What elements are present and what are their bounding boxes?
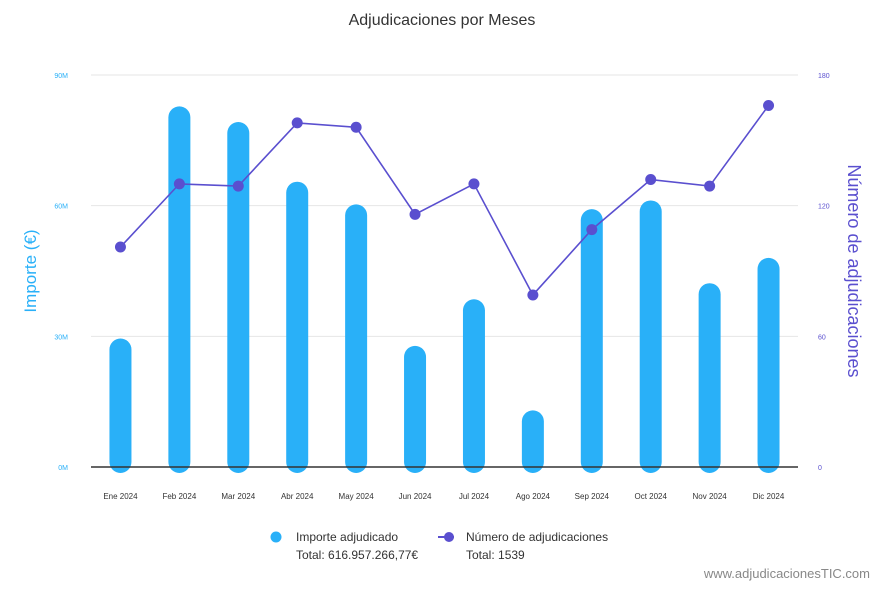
line-point bbox=[704, 180, 716, 192]
y-left-tick-label: 60M bbox=[54, 204, 68, 211]
bar bbox=[404, 345, 427, 473]
x-tick-label: Feb 2024 bbox=[162, 492, 196, 501]
line-point bbox=[173, 178, 185, 190]
y-right-tick-label: 120 bbox=[818, 204, 830, 211]
x-tick-label: Sep 2024 bbox=[575, 492, 610, 501]
bar bbox=[639, 200, 662, 473]
line-point bbox=[468, 178, 480, 190]
x-tick-label: Ene 2024 bbox=[103, 492, 138, 501]
y-left-axis-title: Importe (€) bbox=[21, 229, 40, 312]
line-point bbox=[409, 208, 421, 220]
y-right-tick-label: 0 bbox=[818, 465, 822, 472]
x-tick-label: Jul 2024 bbox=[459, 492, 490, 501]
line-point bbox=[527, 289, 539, 301]
x-tick-label: Nov 2024 bbox=[693, 492, 728, 501]
bar bbox=[227, 122, 250, 473]
chart-title: Adjudicaciones por Meses bbox=[348, 12, 536, 29]
line-point bbox=[291, 117, 303, 129]
y-left-tick-label: 90M bbox=[54, 73, 68, 80]
line-point bbox=[114, 241, 126, 253]
bar bbox=[757, 257, 780, 473]
x-tick-label: Jun 2024 bbox=[399, 492, 432, 501]
y-right-tick-label: 180 bbox=[818, 73, 830, 80]
bar bbox=[521, 410, 544, 473]
bar bbox=[286, 181, 309, 473]
line-point bbox=[350, 121, 362, 133]
bar bbox=[698, 283, 721, 473]
y-right-axis-title: Número de adjudicaciones bbox=[844, 164, 864, 377]
x-tick-label: Oct 2024 bbox=[634, 492, 667, 501]
line-point bbox=[763, 99, 775, 111]
bar bbox=[580, 209, 603, 473]
legend-bar-marker-icon bbox=[270, 531, 282, 543]
x-tick-label: Mar 2024 bbox=[221, 492, 255, 501]
bar bbox=[168, 106, 191, 474]
legend: Importe adjudicado Total: 616.957.266,77… bbox=[268, 528, 688, 568]
line-point bbox=[586, 224, 598, 236]
line-point bbox=[645, 174, 657, 186]
y-left-tick-label: 30M bbox=[54, 334, 68, 341]
legend-total-importe: Total: 616.957.266,77€ bbox=[296, 548, 419, 562]
legend-label-importe: Importe adjudicado bbox=[296, 530, 399, 544]
bar bbox=[109, 338, 132, 473]
watermark[interactable]: www.adjudicacionesTIC.com bbox=[703, 566, 870, 581]
x-tick-label: May 2024 bbox=[339, 492, 375, 501]
y-left-tick-label: 0M bbox=[58, 465, 68, 472]
x-tick-label: Abr 2024 bbox=[281, 492, 314, 501]
series-line bbox=[119, 105, 770, 297]
y-right-tick-label: 60 bbox=[818, 334, 826, 341]
bar bbox=[345, 204, 368, 474]
bar bbox=[462, 299, 485, 473]
x-tick-label: Dic 2024 bbox=[753, 492, 785, 501]
line-point bbox=[232, 180, 244, 192]
legend-total-numero: Total: 1539 bbox=[466, 548, 525, 562]
x-tick-label: Ago 2024 bbox=[516, 492, 551, 501]
legend-line-marker-icon bbox=[438, 532, 454, 542]
legend-label-numero: Número de adjudicaciones bbox=[466, 530, 609, 544]
